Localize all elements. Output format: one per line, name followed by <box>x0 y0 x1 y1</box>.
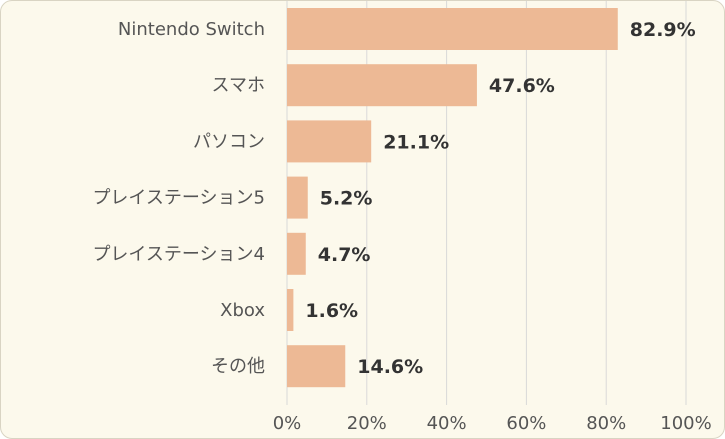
value-label-2: 21.1% <box>383 131 449 153</box>
x-tick-label-40: 40% <box>427 413 467 434</box>
x-tick-label-80: 80% <box>586 413 626 434</box>
bar-1 <box>287 64 477 107</box>
category-label-2: パソコン <box>193 131 265 152</box>
bar-2 <box>287 120 372 163</box>
category-label-1: スマホ <box>212 75 265 96</box>
category-label-6: その他 <box>211 356 265 377</box>
category-label-0: Nintendo Switch <box>118 19 265 40</box>
value-label-0: 82.9% <box>630 19 696 41</box>
value-label-4: 4.7% <box>318 244 371 266</box>
category-label-5: Xbox <box>220 300 265 321</box>
x-tick-label-100: 100% <box>660 413 711 434</box>
x-tick-label-20: 20% <box>347 413 387 434</box>
bar-5 <box>287 289 294 331</box>
bar-4 <box>287 232 306 275</box>
bar-3 <box>287 176 308 219</box>
category-label-3: プレイステーション5 <box>92 188 265 209</box>
value-label-3: 5.2% <box>320 188 373 210</box>
x-tick-label-60: 60% <box>506 413 546 434</box>
bar-6 <box>287 345 346 388</box>
bar-0 <box>287 8 618 50</box>
value-label-1: 47.6% <box>489 75 555 97</box>
x-tick-label-0: 0% <box>273 413 302 434</box>
value-label-6: 14.6% <box>357 356 423 378</box>
value-label-5: 1.6% <box>305 300 358 322</box>
category-label-4: プレイステーション4 <box>92 244 265 265</box>
